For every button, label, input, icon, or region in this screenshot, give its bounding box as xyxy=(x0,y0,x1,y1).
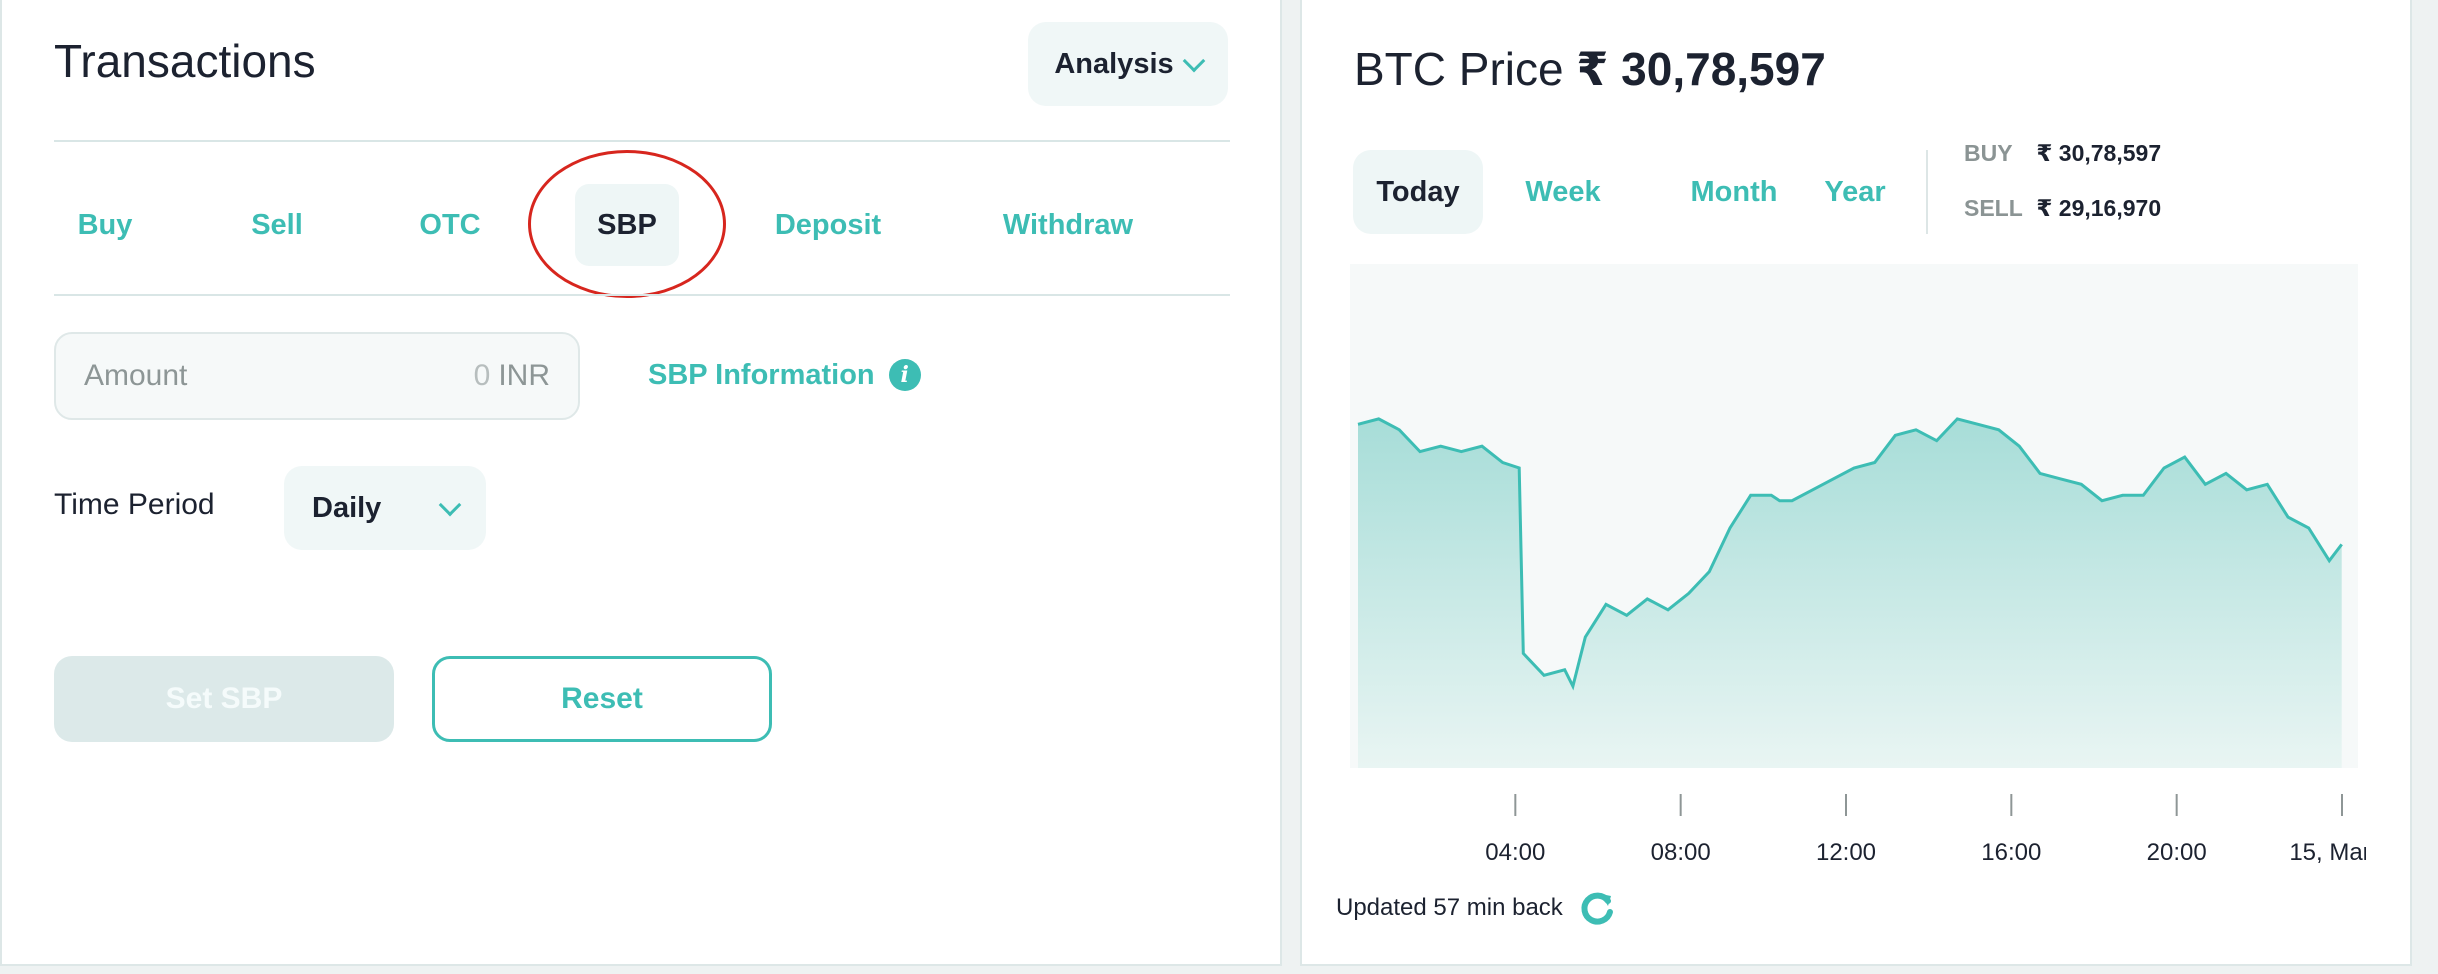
amount-placeholder: Amount xyxy=(84,359,188,392)
transactions-title: Transactions xyxy=(54,35,316,87)
buy-label: BUY xyxy=(1964,140,2013,166)
tab-today[interactable]: Today xyxy=(1353,150,1483,234)
reset-button[interactable]: Reset xyxy=(432,656,772,742)
tab-withdraw[interactable]: Withdraw xyxy=(1002,208,1134,241)
amount-value: 0 INR xyxy=(474,359,550,393)
amount-currency: INR xyxy=(498,359,550,392)
tab-year[interactable]: Year xyxy=(1824,175,1886,208)
analysis-label: Analysis xyxy=(1054,47,1174,80)
price-line xyxy=(1357,417,2343,691)
set-sbp-button[interactable]: Set SBP xyxy=(54,656,394,742)
time-period-value: Daily xyxy=(312,491,382,524)
update-status: Updated 57 min back xyxy=(1336,888,1617,928)
sell-value: ₹ 29,16,970 xyxy=(2036,195,2162,221)
divider xyxy=(1926,150,1928,234)
divider xyxy=(54,294,1230,296)
price-area xyxy=(1358,418,2342,768)
divider xyxy=(54,140,1230,142)
chevron-down-icon xyxy=(438,493,462,517)
sell-price: SELL ₹ 29,16,970 xyxy=(1964,195,2161,222)
sbp-information-label: SBP Information xyxy=(648,358,875,391)
tab-month[interactable]: Month xyxy=(1690,175,1778,208)
refresh-icon[interactable] xyxy=(1577,888,1617,928)
x-tick-label: 04:00 xyxy=(1485,839,1545,866)
price-chart: 04:00 08:00 12:00 16:00 20:00 15, Mar xyxy=(1350,264,2366,866)
buy-value: ₹ 30,78,597 xyxy=(2036,140,2162,166)
x-tick-label: 08:00 xyxy=(1651,839,1711,866)
time-period-label: Time Period xyxy=(54,488,215,521)
buy-price: BUY ₹ 30,78,597 xyxy=(1964,140,2161,167)
tab-otc[interactable]: OTC xyxy=(419,208,481,241)
sbp-information-link[interactable]: SBP Information i xyxy=(648,354,921,396)
x-tick-label: 16:00 xyxy=(1981,839,2041,866)
chevron-down-icon xyxy=(1182,49,1205,73)
updated-text: Updated 57 min back xyxy=(1336,894,1563,921)
tab-sell[interactable]: Sell xyxy=(251,208,303,241)
time-period-select[interactable]: Daily xyxy=(284,466,486,550)
x-axis: 04:00 08:00 12:00 16:00 20:00 15, Mar xyxy=(1485,794,2366,866)
amount-number: 0 xyxy=(473,359,491,392)
btc-price-value: ₹ 30,78,597 xyxy=(1576,43,1826,95)
x-tick-label: 15, Mar xyxy=(2289,839,2366,866)
amount-input[interactable]: Amount 0 INR xyxy=(54,332,580,420)
sell-label: SELL xyxy=(1964,195,2023,221)
btc-price-title: BTC Price ₹ 30,78,597 xyxy=(1354,42,1826,96)
transactions-panel xyxy=(0,0,1282,966)
x-tick-label: 20:00 xyxy=(2147,839,2207,866)
tab-deposit[interactable]: Deposit xyxy=(774,208,882,241)
btc-price-label: BTC Price xyxy=(1354,43,1564,95)
tab-buy[interactable]: Buy xyxy=(77,208,133,241)
highlight-circle-annotation xyxy=(528,150,726,298)
info-icon[interactable]: i xyxy=(888,359,921,391)
analysis-dropdown[interactable]: Analysis xyxy=(1028,22,1228,106)
x-tick-label: 12:00 xyxy=(1816,839,1876,866)
tab-week[interactable]: Week xyxy=(1525,175,1601,208)
